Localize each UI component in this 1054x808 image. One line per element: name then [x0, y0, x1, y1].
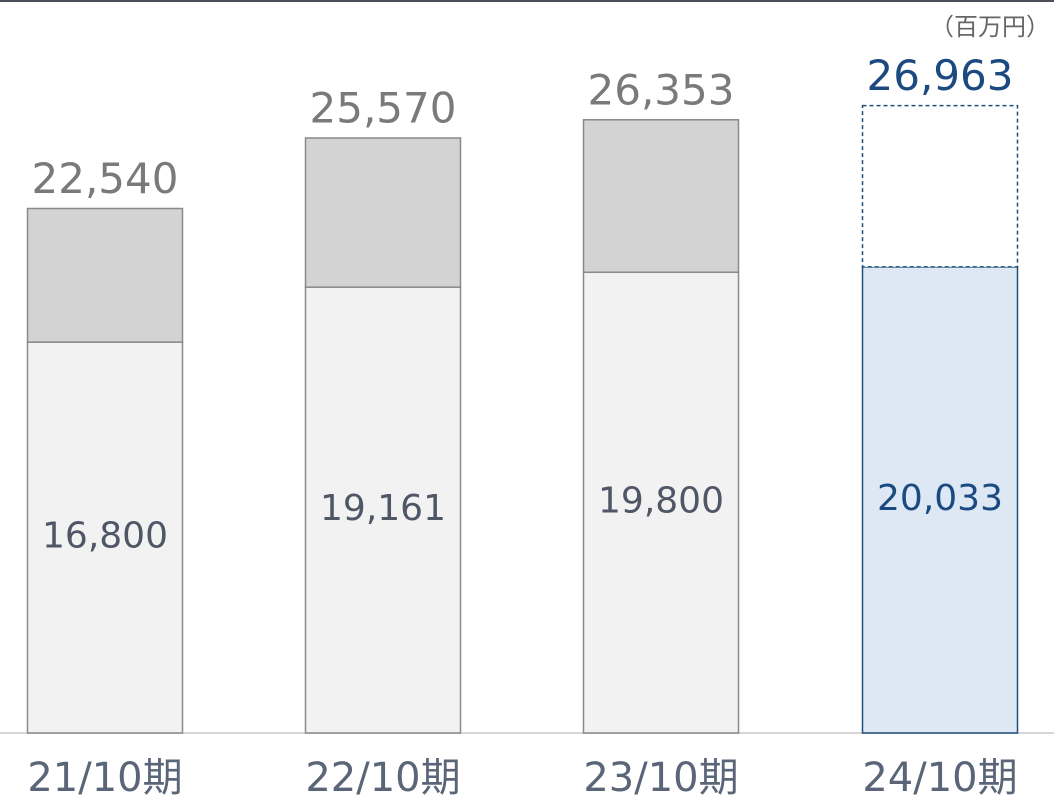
- total-label: 26,963: [867, 51, 1014, 100]
- x-tick-label: 23/10期: [583, 755, 738, 801]
- bar-segment: [26, 341, 184, 734]
- total-label: 25,570: [310, 83, 457, 132]
- total-label: 22,540: [32, 154, 179, 203]
- bar-segment: [582, 271, 740, 734]
- bar-segment: [26, 207, 184, 343]
- x-tick-label: 22/10期: [305, 755, 460, 801]
- bar-segment: [861, 266, 1019, 734]
- value-label: 16,800: [42, 516, 168, 557]
- value-label: 19,161: [320, 488, 446, 529]
- bar-segment: [304, 137, 462, 288]
- value-label: 20,033: [877, 478, 1003, 519]
- total-label: 26,353: [588, 65, 735, 114]
- x-tick-label: 24/10期: [862, 755, 1017, 801]
- value-label: 19,800: [598, 481, 724, 522]
- bar-segment: [861, 104, 1019, 268]
- bar-segment: [582, 119, 740, 274]
- unit-label: （百万円）: [930, 13, 1050, 41]
- x-tick-label: 21/10期: [27, 755, 182, 801]
